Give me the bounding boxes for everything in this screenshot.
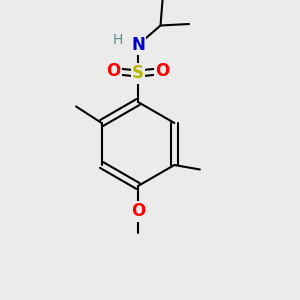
Text: H: H [112, 33, 123, 46]
Text: S: S [132, 64, 144, 82]
Text: N: N [131, 36, 145, 54]
Text: O: O [131, 202, 145, 220]
Text: O: O [106, 62, 121, 80]
Text: O: O [155, 62, 170, 80]
